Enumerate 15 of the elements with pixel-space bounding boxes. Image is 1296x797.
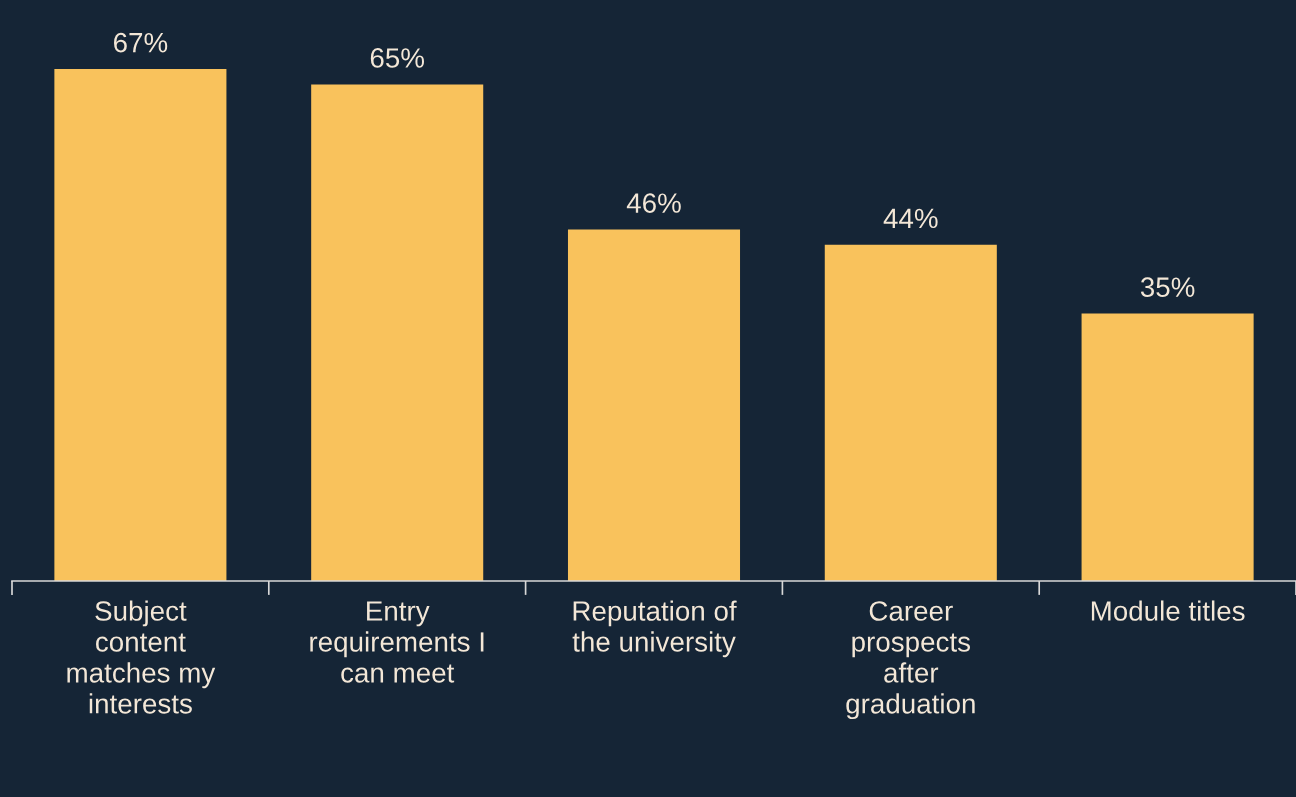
bar <box>54 69 227 581</box>
x-tick-label: Module titles <box>1091 600 1245 621</box>
data-label: 65% <box>370 48 425 68</box>
x-tick-label: Subject content matches my interests <box>67 600 216 714</box>
data-label: 44% <box>883 208 938 229</box>
bar <box>824 244 997 581</box>
x-tick-label: Career prospects after graduation <box>846 601 975 720</box>
bar <box>1081 313 1254 581</box>
x-tick-label: Entry requirements I can meet <box>310 601 484 683</box>
bar <box>311 84 484 581</box>
bar <box>567 229 741 581</box>
data-label: 35% <box>1140 277 1195 297</box>
data-label: 46% <box>626 193 681 213</box>
data-label: 67% <box>114 32 168 53</box>
x-tick-label: Reputation of the university <box>572 600 737 658</box>
